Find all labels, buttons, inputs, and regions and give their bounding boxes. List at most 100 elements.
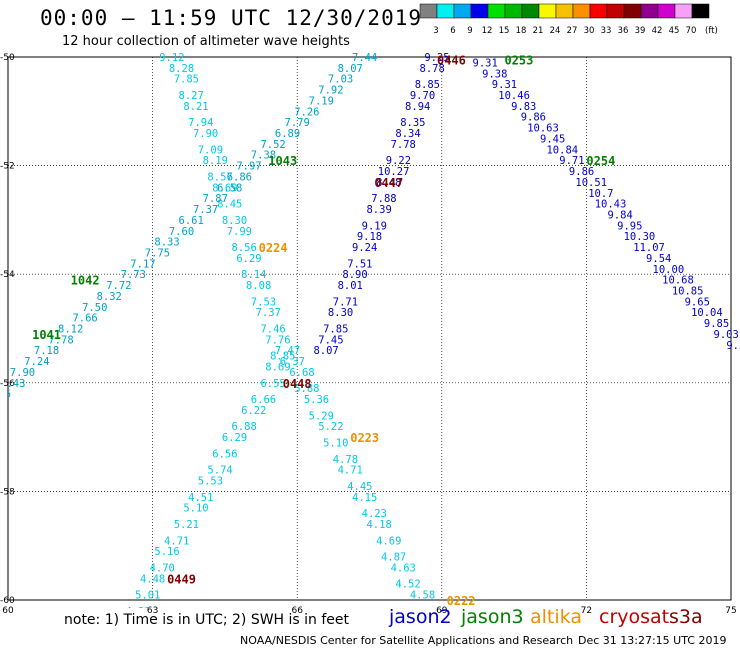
longitude-tick-label: 75 — [725, 606, 736, 616]
wave-height-label: 7.45 — [318, 334, 343, 346]
colorbar-tick-label: 39 — [635, 26, 646, 36]
wave-height-map[interactable]: 60 63 66 69 72 75-50-52-54-56-58-609.128.287.… — [0, 0, 740, 620]
wave-height-label: 10.00 — [653, 264, 685, 276]
wave-height-label: 9.84 — [607, 209, 632, 221]
wave-height-label: 7.76 — [265, 334, 290, 346]
wave-height-label: 10.30 — [624, 231, 656, 243]
wave-height-label: 6.68 — [289, 367, 314, 379]
wave-height-label: 11.07 — [633, 242, 665, 254]
wave-height-label: 7.44 — [352, 52, 377, 64]
latitude-tick-label: -60 — [0, 596, 15, 606]
wave-height-label: 8.90 — [342, 269, 367, 281]
wave-height-label: 8.56 — [232, 242, 257, 254]
latitude-tick-label: -58 — [0, 487, 15, 497]
pass-time-label: 1043 — [268, 154, 297, 168]
wave-height-label: 7.19 — [309, 95, 334, 107]
wave-height-label: 4.18 — [366, 519, 391, 531]
colorbar-tick-label: 70 — [686, 26, 697, 36]
wave-height-label: 4.81 — [111, 633, 136, 645]
wave-height-label: 8.57 — [207, 171, 232, 183]
generation-timestamp: Dec 31 13:27:15 UTC 2019 — [578, 634, 727, 647]
wave-height-label: 8.69 — [212, 182, 237, 194]
satellite-legend-cryosat: cryosat — [599, 606, 670, 628]
wave-height-label: 8.45 — [217, 199, 242, 211]
colorbar-legend: 3 6 9 12 15 18 21 24 27 30 33 36 39 42 45 70 (ft) — [419, 3, 718, 36]
wave-height-label: 5.10 — [183, 503, 208, 515]
wave-height-label: 7.97 — [236, 161, 261, 173]
colorbar-tick-label: 33 — [601, 26, 612, 36]
wave-height-label: 4.58 — [410, 590, 435, 602]
colorbar-swatch — [691, 3, 710, 19]
wave-height-label: 6.89 — [275, 128, 300, 140]
wave-height-label: 9.31 — [492, 79, 517, 91]
satellite-track: 9.258.78 8.859.708.94 8.358.347.78 9.2210.2… — [313, 52, 449, 357]
wave-height-label: 9.45 — [540, 133, 565, 145]
page-subtitle: 12 hour collection of altimeter wave hei… — [62, 34, 350, 49]
wave-height-label: 9.83 — [511, 101, 536, 113]
wave-height-label: 8.48 — [376, 177, 401, 189]
wave-height-label: 7.46 — [0, 389, 11, 401]
wave-height-label: 4.15 — [352, 492, 377, 504]
satellite-track: 9.128.287.85 8.278.21 7.947.90 7.098.19 8.57… — [111, 52, 295, 645]
wave-height-label: 7.75 — [145, 247, 170, 259]
wave-height-label: 8.28 — [169, 63, 194, 75]
wave-height-label: 9.95 — [617, 220, 642, 232]
wave-height-label: 10.43 — [595, 199, 627, 211]
wave-height-label: 4.33 — [125, 606, 150, 618]
colorbar-tick-label: 21 — [533, 26, 544, 36]
wave-height-label: 7.43 — [0, 378, 25, 390]
wave-height-label: 9.54 — [646, 253, 671, 265]
wave-height-label: 6.55 — [260, 378, 285, 390]
colorbar-unit-label: (ft) — [705, 26, 718, 36]
wave-height-label: 7.47 — [275, 345, 300, 357]
wave-height-label: 7.26 — [294, 106, 319, 118]
wave-height-label: 5.16 — [154, 546, 179, 558]
wave-height-label: 8.21 — [183, 101, 208, 113]
wave-height-label: 7.38 — [251, 150, 276, 162]
wave-height-label: 7.78 — [391, 139, 416, 151]
wave-height-label: 7.46 — [260, 324, 285, 336]
wave-height-label: 8.14 — [241, 269, 266, 281]
wave-height-label: 5.01 — [135, 590, 160, 602]
wave-height-label: 4.78 — [333, 454, 358, 466]
wave-height-label: 10.51 — [575, 177, 607, 189]
pass-time-label: 0448 — [283, 377, 312, 391]
wave-height-label: 7.03 — [328, 74, 353, 86]
colorbar-tick-label: 3 — [433, 26, 438, 36]
wave-height-layer: 9.128.287.858.278.217.947.907.098.198.57… — [0, 52, 740, 645]
wave-height-label: 8.94 — [405, 101, 430, 113]
wave-height-label: 10.04 — [691, 307, 723, 319]
wave-height-label: 4.63 — [391, 562, 416, 574]
wave-height-label: 7.50 — [82, 302, 107, 314]
wave-height-label: 5.53 — [198, 476, 223, 488]
wave-height-label: 6.37 — [280, 356, 305, 368]
longitude-tick-label: 60 — [2, 606, 14, 616]
wave-height-label: 8.39 — [366, 204, 391, 216]
wave-height-label: 5.22 — [318, 421, 343, 433]
wave-height-label: 8.85 — [270, 351, 295, 363]
footnote: note: 1) Time is in UTC; 2) SWH is in fe… — [64, 612, 350, 628]
wave-height-label: 7.53 — [251, 296, 276, 308]
wave-height-label: 8.30 — [222, 215, 247, 227]
wave-height-label: 7.72 — [106, 280, 131, 292]
wave-height-label: 8.78 — [420, 63, 445, 75]
colorbar-tick-label: 9 — [467, 26, 472, 36]
colorbar-tick-label: 36 — [618, 26, 629, 36]
wave-height-label: 7.85 — [323, 324, 348, 336]
wave-height-label: 9.86 — [569, 166, 594, 178]
wave-height-label: 7.66 — [72, 313, 97, 325]
wave-height-label: 8.01 — [338, 280, 363, 292]
wave-height-label: 9.71 — [559, 155, 584, 167]
wave-height-label: 6.66 — [251, 394, 276, 406]
wave-height-label: 7.52 — [260, 139, 285, 151]
wave-height-label: 10.85 — [672, 285, 704, 297]
wave-height-label: 5.21 — [174, 519, 199, 531]
wave-height-label: 8.85 — [415, 79, 440, 91]
wave-height-label: 4.51 — [188, 492, 213, 504]
wave-height-label: 8.33 — [154, 237, 179, 249]
wave-height-label: 10.46 — [498, 90, 530, 102]
wave-height-label: 8.35 — [400, 117, 425, 129]
colorbar-tick-label: 45 — [669, 26, 680, 36]
colorbar-tick-label: 12 — [482, 26, 493, 36]
wave-height-label: 7.24 — [24, 356, 49, 368]
